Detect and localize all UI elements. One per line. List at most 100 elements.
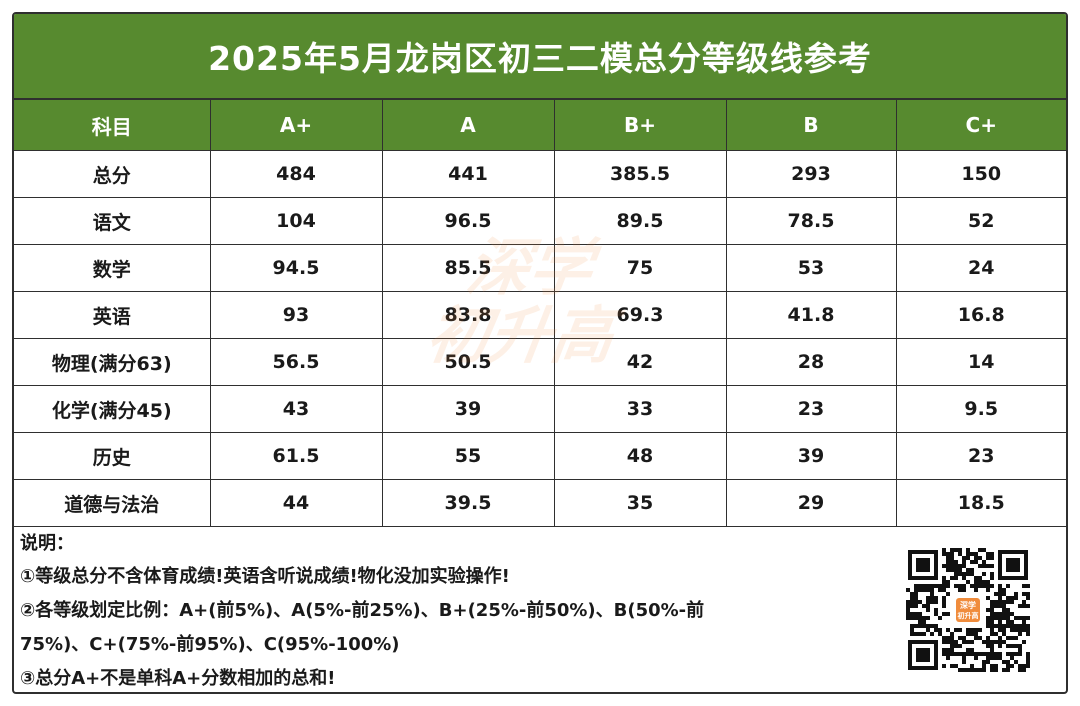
qr-module bbox=[934, 596, 938, 600]
qr-module bbox=[1006, 652, 1010, 656]
qr-module bbox=[1014, 628, 1018, 632]
qr-module bbox=[1006, 644, 1010, 648]
qr-module bbox=[990, 552, 994, 556]
note-line-3: ③总分A+不是单科A+分数相加的总和! bbox=[20, 668, 336, 689]
qr-module bbox=[906, 608, 910, 612]
qr-module bbox=[942, 564, 946, 568]
qr-module bbox=[942, 548, 946, 552]
qr-module bbox=[990, 640, 994, 644]
qr-module bbox=[990, 576, 994, 580]
qr-module bbox=[978, 576, 982, 580]
score-cell: 441 bbox=[381, 150, 555, 198]
qr-module bbox=[1018, 668, 1022, 672]
qr-module bbox=[986, 620, 990, 624]
qr-module bbox=[990, 668, 994, 672]
qr-module bbox=[1026, 604, 1030, 608]
qr-module bbox=[998, 584, 1002, 588]
qr-module bbox=[934, 628, 938, 632]
qr-module bbox=[958, 568, 962, 572]
qr-module bbox=[994, 604, 998, 608]
qr-module bbox=[926, 624, 930, 628]
qr-module bbox=[938, 628, 942, 632]
qr-module bbox=[942, 664, 946, 668]
qr-module bbox=[954, 640, 958, 644]
score-cell: 385.5 bbox=[553, 150, 727, 198]
qr-module bbox=[966, 580, 970, 584]
subject-cell: 英语 bbox=[14, 291, 211, 339]
header-a: A bbox=[381, 100, 555, 151]
qr-module bbox=[978, 580, 982, 584]
qr-module bbox=[914, 592, 918, 596]
qr-module bbox=[914, 588, 918, 592]
qr-module bbox=[1022, 604, 1026, 608]
qr-module bbox=[986, 596, 990, 600]
qr-module bbox=[990, 612, 994, 616]
qr-module bbox=[986, 624, 990, 628]
qr-module bbox=[926, 628, 930, 632]
qr-module bbox=[974, 580, 978, 584]
qr-module bbox=[998, 620, 1002, 624]
qr-module bbox=[982, 580, 986, 584]
qr-module bbox=[962, 660, 966, 664]
qr-module bbox=[950, 632, 954, 636]
qr-module bbox=[934, 608, 938, 612]
qr-code-icon[interactable]: 深学 初升高 bbox=[906, 548, 1030, 672]
qr-module bbox=[1006, 584, 1010, 588]
qr-module bbox=[1014, 616, 1018, 620]
qr-module bbox=[910, 616, 914, 620]
qr-module bbox=[966, 632, 970, 636]
score-cell: 52 bbox=[895, 197, 1066, 245]
qr-module bbox=[942, 648, 946, 652]
qr-module bbox=[986, 552, 990, 556]
qr-module bbox=[986, 636, 990, 640]
qr-module bbox=[986, 616, 990, 620]
qr-module bbox=[986, 588, 990, 592]
qr-module bbox=[950, 576, 954, 580]
score-cell: 24 bbox=[895, 244, 1066, 292]
qr-module bbox=[946, 560, 950, 564]
qr-module bbox=[1002, 604, 1006, 608]
score-cell: 28 bbox=[725, 338, 897, 386]
qr-module bbox=[962, 588, 966, 592]
score-cell: 150 bbox=[895, 150, 1066, 198]
qr-module bbox=[1010, 644, 1014, 648]
qr-module bbox=[946, 568, 950, 572]
qr-module bbox=[962, 572, 966, 576]
qr-module bbox=[970, 648, 974, 652]
qr-module bbox=[906, 588, 910, 592]
score-cell: 56.5 bbox=[209, 338, 383, 386]
qr-module bbox=[1014, 644, 1018, 648]
qr-module bbox=[1022, 628, 1026, 632]
score-cell: 83.8 bbox=[381, 291, 555, 339]
subject-cell: 历史 bbox=[14, 432, 211, 480]
qr-module bbox=[942, 640, 946, 644]
qr-module bbox=[966, 648, 970, 652]
qr-module bbox=[946, 556, 950, 560]
qr-module bbox=[1006, 668, 1010, 672]
qr-module bbox=[1010, 664, 1014, 668]
qr-module bbox=[982, 652, 986, 656]
score-cell: 41.8 bbox=[725, 291, 897, 339]
qr-module bbox=[1018, 652, 1022, 656]
qr-module bbox=[1006, 612, 1010, 616]
qr-module bbox=[966, 572, 970, 576]
qr-module bbox=[934, 612, 938, 616]
qr-module bbox=[1010, 596, 1014, 600]
qr-module bbox=[930, 632, 934, 636]
subject-cell: 总分 bbox=[14, 150, 211, 198]
qr-module bbox=[990, 584, 994, 588]
qr-module bbox=[978, 628, 982, 632]
qr-module bbox=[1006, 624, 1010, 628]
qr-module bbox=[918, 620, 922, 624]
table-row: 总分 484 441 385.5 293 150 bbox=[14, 150, 1066, 198]
qr-module bbox=[954, 652, 958, 656]
qr-module bbox=[986, 584, 990, 588]
qr-module bbox=[970, 584, 974, 588]
qr-module bbox=[918, 612, 922, 616]
qr-module bbox=[962, 636, 966, 640]
qr-module bbox=[922, 624, 926, 628]
qr-module bbox=[1026, 628, 1030, 632]
subject-cell: 语文 bbox=[14, 197, 211, 245]
qr-module bbox=[950, 552, 954, 556]
header-c-plus: C+ bbox=[895, 100, 1066, 151]
